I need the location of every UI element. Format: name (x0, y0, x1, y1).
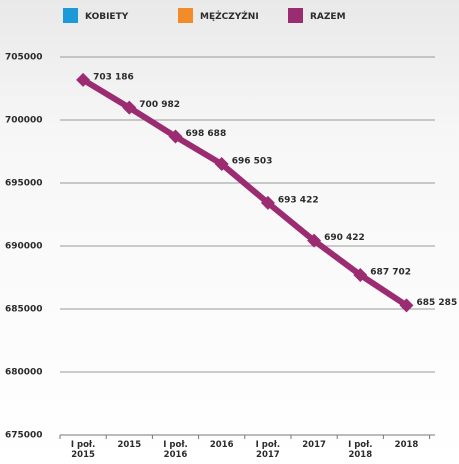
x-tick-label: 2018 (394, 440, 419, 450)
point (307, 233, 322, 248)
x-tick-label: I poł. 2015 (70, 440, 96, 460)
data-label: 685 285 (417, 298, 458, 308)
legend-swatch (288, 8, 303, 23)
y-tick-label: 705000 (5, 53, 43, 63)
line (81, 77, 409, 308)
x-tick-label: I poł. 2018 (348, 440, 373, 460)
legend-label: MĘŻCZYŹNI (200, 10, 259, 22)
x-tick-label: I poł. 2016 (163, 440, 188, 460)
y-tick-label: 700000 (5, 116, 43, 126)
x-tick-label: I poł. 2017 (255, 440, 281, 460)
point (76, 72, 91, 87)
y-tick-label: 690000 (5, 242, 43, 252)
x-tick-label: 2015 (117, 440, 142, 450)
y-tick-label: 695000 (5, 179, 43, 189)
point (214, 157, 229, 172)
data-label: 696 503 (232, 157, 273, 167)
data-label: 690 422 (324, 233, 365, 243)
x-tick-label: 2017 (302, 440, 326, 450)
x-tick-label: 2016 (209, 440, 234, 450)
y-tick-label: 675000 (5, 431, 43, 441)
data-label: 687 702 (370, 267, 411, 277)
data-label: 703 186 (93, 72, 134, 82)
y-tick-label: 680000 (5, 368, 43, 378)
point (168, 129, 183, 144)
legend-label: KOBIETY (85, 12, 129, 22)
point (122, 100, 137, 115)
legend-swatch (178, 8, 193, 23)
legend-swatch (63, 8, 78, 23)
point (260, 195, 275, 210)
data-label: 698 688 (186, 129, 227, 139)
legend-label: RAZEM (310, 12, 346, 22)
data-label: 693 422 (278, 195, 319, 205)
y-tick-label: 685000 (5, 305, 43, 315)
data-label: 700 982 (139, 100, 180, 110)
point (353, 267, 368, 282)
point (399, 298, 414, 313)
